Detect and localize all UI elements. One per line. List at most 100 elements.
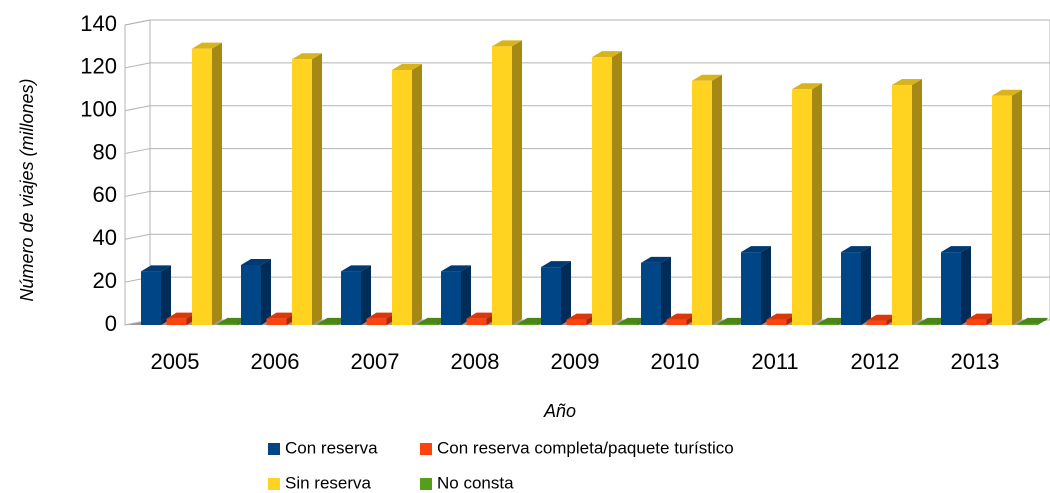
bar-front xyxy=(892,85,912,325)
legend-swatch xyxy=(420,443,432,455)
bar-side xyxy=(312,53,322,326)
bar xyxy=(492,40,522,326)
bar-top xyxy=(817,317,848,324)
bar-top xyxy=(592,51,622,58)
bar-top xyxy=(266,312,297,319)
bar-top xyxy=(417,317,448,324)
bar-front xyxy=(692,80,712,325)
bar-side xyxy=(561,261,571,325)
bar-front xyxy=(466,318,487,325)
legend-label: No consta xyxy=(437,473,514,492)
bar-front xyxy=(741,252,761,325)
bar-top xyxy=(217,317,248,324)
bar-front xyxy=(366,318,387,325)
bar-side xyxy=(1012,89,1022,325)
bar-side xyxy=(561,261,571,325)
bar-top xyxy=(441,265,471,272)
bar-side xyxy=(461,265,471,325)
legend-swatch xyxy=(420,478,432,490)
bar-front xyxy=(141,271,161,325)
x-axis-title: Año xyxy=(543,401,576,421)
legend-label: Con reserva xyxy=(285,438,378,457)
bar-side xyxy=(861,246,871,325)
bar xyxy=(292,53,322,326)
bar-top xyxy=(417,317,448,324)
bar-side xyxy=(712,74,722,325)
bar-front xyxy=(966,319,987,325)
legend-swatch xyxy=(268,478,280,490)
bar xyxy=(192,42,222,325)
bar-top xyxy=(292,53,322,60)
bar-top xyxy=(192,42,222,49)
bar-top xyxy=(692,74,722,81)
bar-top xyxy=(666,313,697,320)
bar-side xyxy=(261,259,271,325)
bar-top xyxy=(517,317,548,324)
bar-front xyxy=(541,267,561,325)
bar-top xyxy=(217,317,248,324)
bar-top xyxy=(392,64,422,70)
bar-top xyxy=(366,312,397,319)
grid-line xyxy=(124,105,1050,112)
bar-top xyxy=(1017,317,1048,324)
bar-side xyxy=(812,83,822,326)
bar-front xyxy=(717,323,738,325)
x-tick-label: 2013 xyxy=(951,349,1000,374)
y-tick-label: 100 xyxy=(80,97,117,122)
y-tick-label: 20 xyxy=(93,268,117,293)
bar-top xyxy=(966,313,997,320)
bar-top xyxy=(266,312,297,319)
bar-side xyxy=(1012,89,1022,325)
bar-front xyxy=(441,271,461,325)
grid-line xyxy=(124,148,1050,155)
bar xyxy=(992,89,1022,325)
bar-top xyxy=(666,313,697,320)
bar-front xyxy=(617,323,638,325)
bar-top xyxy=(166,312,197,319)
bar-top xyxy=(917,317,948,324)
bar-top xyxy=(566,313,597,320)
bar-front xyxy=(241,265,261,325)
bar-top xyxy=(541,261,571,268)
bar-front xyxy=(1017,323,1038,325)
bar-side xyxy=(612,51,622,326)
legend-label: Sin reserva xyxy=(285,473,372,492)
bar-front xyxy=(217,323,238,325)
x-tick-label: 2012 xyxy=(851,349,900,374)
bar-front xyxy=(566,319,587,325)
bar-top xyxy=(992,89,1022,96)
bar-front xyxy=(866,320,887,325)
bar-side xyxy=(212,42,222,325)
bar-side xyxy=(661,256,671,325)
bar xyxy=(792,83,822,326)
bar-front xyxy=(917,323,938,325)
bar-top xyxy=(917,317,948,324)
bar-front xyxy=(792,89,812,326)
bar xyxy=(517,317,548,325)
bar-side xyxy=(1037,317,1048,325)
bar-top xyxy=(892,79,922,85)
y-tick-label: 40 xyxy=(93,225,117,250)
bar-top xyxy=(617,317,648,324)
bar-top xyxy=(766,313,797,320)
bar xyxy=(241,259,271,325)
bar-top xyxy=(541,261,571,268)
x-tick-label: 2010 xyxy=(651,349,700,374)
bar-top xyxy=(941,246,971,253)
bar-side xyxy=(212,42,222,325)
bar-side xyxy=(961,246,971,325)
bar-front xyxy=(292,59,312,326)
bar-side xyxy=(412,64,422,325)
x-tick-label: 2007 xyxy=(351,349,400,374)
bar-top xyxy=(766,313,797,320)
bar xyxy=(841,246,871,325)
bar-top xyxy=(441,265,471,272)
bar-side xyxy=(361,265,371,325)
bar-top xyxy=(141,265,171,272)
bar-top xyxy=(317,317,348,324)
bar-front xyxy=(266,318,287,325)
bar-side xyxy=(761,246,771,325)
bar-side xyxy=(1037,317,1048,325)
bar-front xyxy=(317,323,338,325)
